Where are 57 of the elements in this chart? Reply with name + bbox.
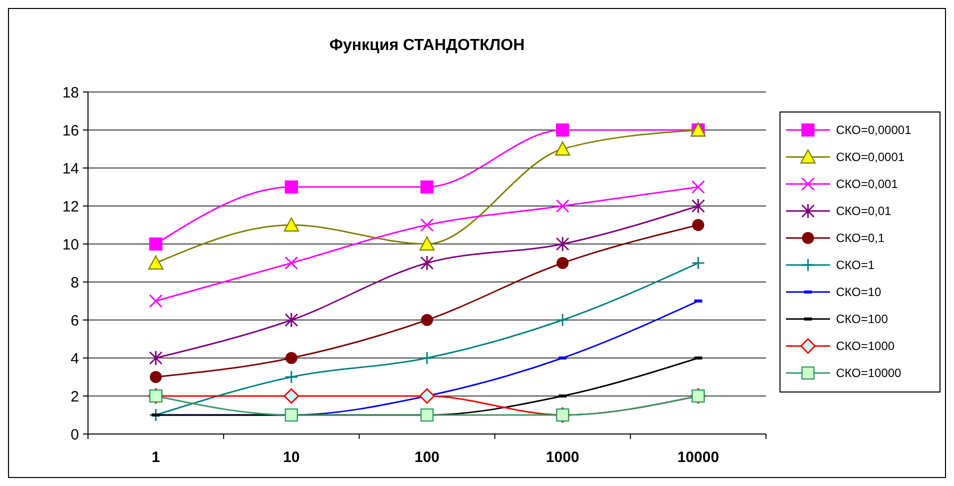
legend-label: СКО=10	[836, 285, 882, 300]
point	[556, 313, 570, 327]
point	[149, 350, 163, 366]
point	[150, 371, 162, 383]
y-tick-label: 10	[62, 236, 79, 254]
point	[691, 180, 705, 194]
point	[556, 236, 570, 252]
point	[420, 218, 434, 232]
y-tick-label: 14	[62, 160, 79, 178]
point	[284, 256, 298, 270]
point	[556, 199, 570, 213]
point	[284, 370, 298, 384]
point	[420, 408, 434, 422]
legend-label: СКО=0,1	[836, 231, 885, 246]
y-tick-label: 8	[70, 274, 79, 292]
chart-title: Функция СТАНДОТКЛОН	[329, 37, 525, 54]
point	[420, 180, 434, 194]
y-tick-label: 18	[62, 84, 79, 102]
point	[420, 255, 434, 271]
point	[419, 388, 435, 404]
point	[149, 294, 163, 308]
point	[284, 408, 298, 422]
point	[555, 141, 570, 156]
y-tick-label: 2	[70, 388, 79, 406]
x-tick-label: 10	[283, 449, 300, 466]
y-tick-label: 16	[62, 122, 79, 140]
x-tick-label: 100	[414, 449, 440, 466]
point	[284, 180, 298, 194]
legend-label: СКО=1000	[836, 339, 895, 354]
point	[284, 312, 298, 328]
x-tick-label: 1	[152, 449, 160, 466]
point	[419, 236, 435, 251]
y-tick-label: 6	[70, 312, 79, 330]
point	[421, 314, 433, 326]
x-tick-label: 1000	[546, 449, 580, 466]
legend-label: СКО=100	[836, 312, 888, 326]
point	[149, 237, 162, 251]
legend-label: СКО=0,001	[836, 177, 898, 192]
y-tick-label: 0	[70, 426, 79, 444]
legend-label: СКО=1	[836, 258, 875, 272]
point	[556, 257, 569, 269]
legend-label: СКО=0,0001	[836, 150, 905, 164]
legend-label: СКО=0,01	[836, 204, 892, 218]
legend-label: СКО=0,00001	[836, 123, 912, 138]
point	[420, 351, 434, 365]
point	[284, 388, 300, 404]
point	[692, 219, 704, 231]
point	[556, 123, 570, 137]
legend-label: СКО=10000	[836, 366, 902, 380]
point	[285, 352, 298, 364]
x-tick-label: 10000	[677, 449, 720, 466]
point	[148, 255, 164, 270]
y-tick-label: 12	[62, 198, 79, 216]
point	[691, 256, 705, 270]
y-tick-label: 4	[70, 350, 79, 368]
point	[284, 217, 299, 232]
point	[691, 198, 705, 214]
